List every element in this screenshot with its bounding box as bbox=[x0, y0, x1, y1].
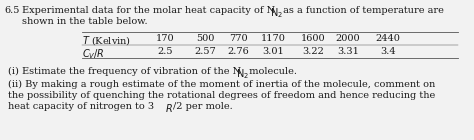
Text: 770: 770 bbox=[228, 34, 247, 43]
Text: the possibility of quenching the rotational degrees of freedom and hence reducin: the possibility of quenching the rotatio… bbox=[8, 91, 435, 100]
Text: /2 per mole.: /2 per mole. bbox=[173, 102, 233, 111]
Text: 2.5: 2.5 bbox=[157, 47, 173, 56]
Text: 3.01: 3.01 bbox=[262, 47, 284, 56]
Text: as a function of temperature are: as a function of temperature are bbox=[280, 6, 444, 15]
Text: $C_V/R$: $C_V/R$ bbox=[82, 47, 105, 61]
Text: $\mathrm{N_2}$: $\mathrm{N_2}$ bbox=[236, 67, 249, 81]
Text: $\mathrm{N_2}$: $\mathrm{N_2}$ bbox=[270, 6, 283, 20]
Text: 500: 500 bbox=[196, 34, 214, 43]
Text: 2440: 2440 bbox=[375, 34, 401, 43]
Text: 3.22: 3.22 bbox=[302, 47, 324, 56]
Text: 1170: 1170 bbox=[261, 34, 285, 43]
Text: molecule.: molecule. bbox=[246, 67, 297, 76]
Text: 2000: 2000 bbox=[336, 34, 360, 43]
Text: 1600: 1600 bbox=[301, 34, 325, 43]
Text: 2.76: 2.76 bbox=[227, 47, 249, 56]
Text: 170: 170 bbox=[155, 34, 174, 43]
Text: shown in the table below.: shown in the table below. bbox=[22, 17, 147, 26]
Text: heat capacity of nitrogen to 3: heat capacity of nitrogen to 3 bbox=[8, 102, 154, 111]
Text: 6.5: 6.5 bbox=[4, 6, 19, 15]
Text: Experimental data for the molar heat capacity of N: Experimental data for the molar heat cap… bbox=[22, 6, 275, 15]
Text: 3.4: 3.4 bbox=[380, 47, 396, 56]
Text: 3.31: 3.31 bbox=[337, 47, 359, 56]
Text: $T$ (Kelvin): $T$ (Kelvin) bbox=[82, 34, 131, 47]
Text: 2.57: 2.57 bbox=[194, 47, 216, 56]
Text: $R$: $R$ bbox=[165, 102, 173, 114]
Text: (ii) By making a rough estimate of the moment of inertia of the molecule, commen: (ii) By making a rough estimate of the m… bbox=[8, 80, 435, 89]
Text: (i) Estimate the frequency of vibration of the N: (i) Estimate the frequency of vibration … bbox=[8, 67, 241, 76]
